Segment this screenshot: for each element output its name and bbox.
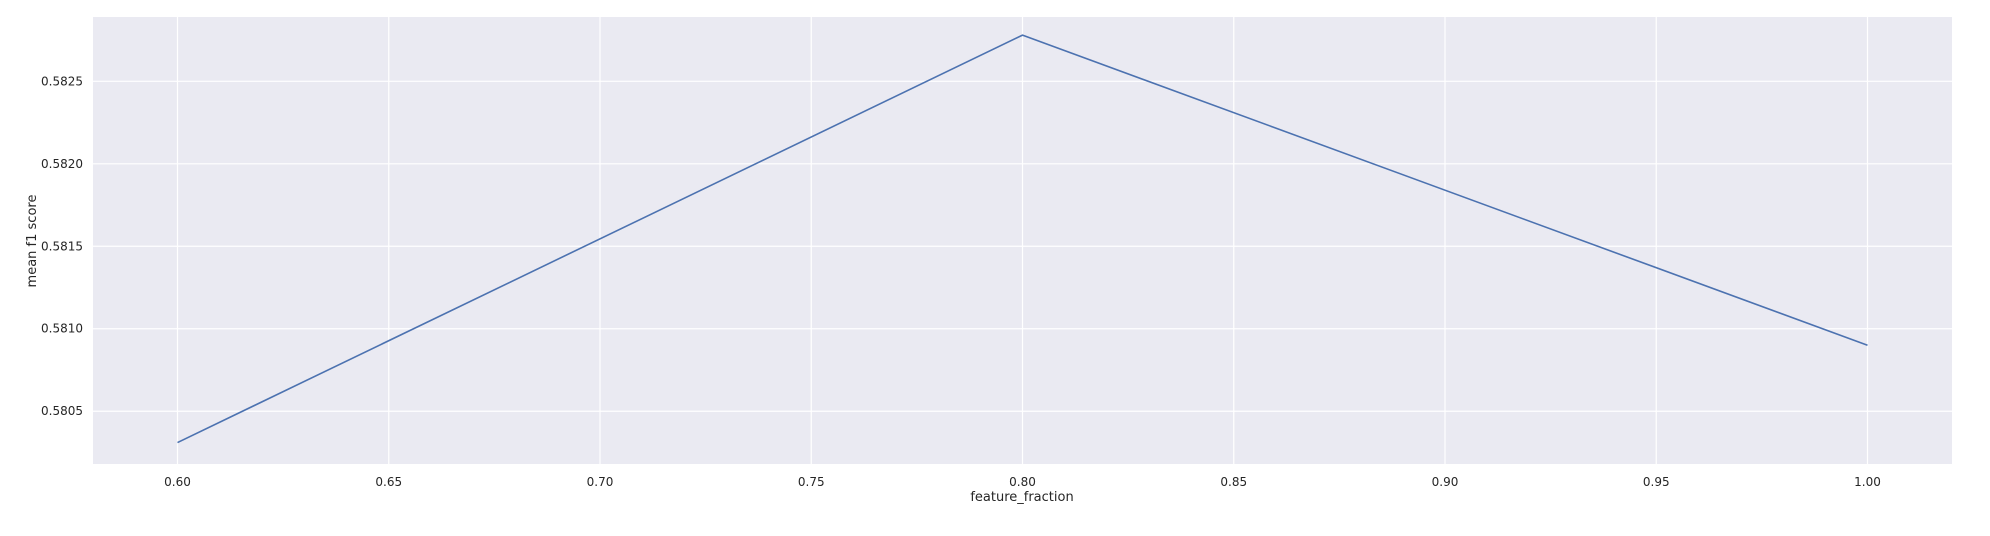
series-layer: [177, 34, 1868, 444]
grid-lines: [93, 17, 1952, 464]
x-axis-label: feature_fraction: [970, 490, 1073, 505]
x-tick-label: 0.85: [1220, 475, 1247, 489]
x-tick-label: 0.95: [1643, 475, 1670, 489]
y-axis-ticks: 0.5805 0.5810 0.5815 0.5820 0.5825: [41, 74, 83, 418]
x-tick-label: 0.75: [798, 475, 825, 489]
y-tick-label: 0.5810: [41, 322, 83, 336]
y-tick-label: 0.5815: [41, 239, 83, 253]
x-tick-label: 0.70: [587, 475, 614, 489]
y-tick-label: 0.5805: [41, 404, 83, 418]
x-tick-label: 0.90: [1432, 475, 1459, 489]
x-tick-label: 0.65: [375, 475, 402, 489]
y-tick-label: 0.5820: [41, 157, 83, 171]
x-axis-ticks: 0.60 0.65 0.70 0.75 0.80 0.85 0.90 0.95 1.00: [164, 475, 1881, 489]
y-tick-label: 0.5825: [41, 74, 83, 88]
y-axis-label: mean f1 score: [25, 195, 40, 288]
x-tick-label: 0.80: [1009, 475, 1036, 489]
x-tick-label: 1.00: [1854, 475, 1881, 489]
x-tick-label: 0.60: [164, 475, 191, 489]
